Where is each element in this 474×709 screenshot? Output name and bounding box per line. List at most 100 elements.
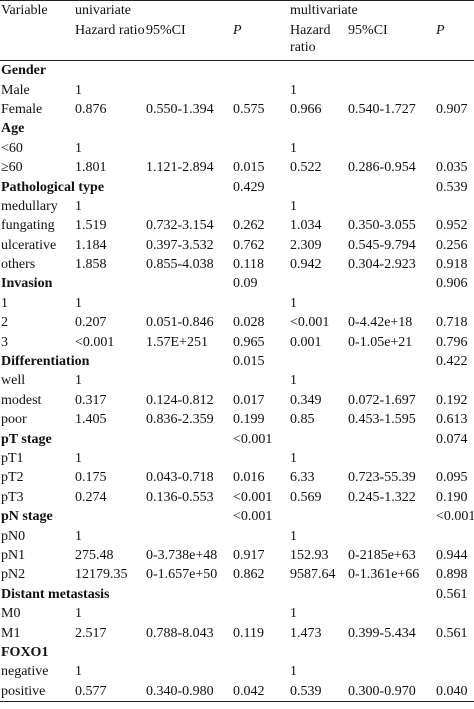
- multivariate-hazard-ratio: 0.349: [290, 392, 322, 408]
- group-header-row: Gender: [0, 61, 474, 81]
- multivariate-ci: [347, 352, 435, 371]
- multivariate-hazard-ratio: 1.034: [290, 218, 322, 234]
- univariate-hazard-ratio: [74, 274, 145, 293]
- multivariate-p: 0.095: [436, 470, 468, 486]
- multivariate-hazard-ratio: 1: [290, 295, 298, 311]
- univariate-ci: [145, 119, 232, 138]
- multivariate-ci: [347, 449, 435, 468]
- multivariate-p: 0.192: [436, 392, 468, 408]
- multivariate-ci: 0-2185e+63: [348, 547, 416, 563]
- univariate-ci: [145, 294, 232, 313]
- univariate-p: 0.199: [233, 412, 265, 428]
- univariate-ci: 0-3.738e+48: [146, 547, 218, 563]
- multivariate-hazard-ratio: 2.309: [290, 237, 322, 253]
- multivariate-hazard-ratio: [289, 352, 347, 371]
- header-row-1: Variable univariate multivariate: [0, 0, 474, 21]
- multivariate-ci: [347, 294, 435, 313]
- univariate-hazard-ratio: 1: [75, 606, 82, 622]
- row-label: FOXO1: [1, 644, 49, 660]
- row-label: pT2: [1, 470, 24, 486]
- multivariate-hazard-ratio: 0.966: [290, 101, 322, 117]
- table-row: pT3 0.274 0.136-0.553 <0.001 0.569 0.245-1.32…: [0, 488, 474, 507]
- multivariate-hazard-ratio: [289, 274, 347, 293]
- multivariate-ci: [347, 119, 435, 138]
- row-label: M0: [1, 606, 21, 622]
- table-row: positive 0.577 0.340-0.980 0.042 0.539 0.300-…: [0, 682, 474, 702]
- univariate-hazard-ratio: 2.517: [75, 625, 107, 641]
- group-header-row: Age: [0, 119, 474, 138]
- multivariate-hazard-ratio: 6.33: [290, 470, 315, 486]
- univariate-ci: 0.836-2.359: [146, 412, 214, 428]
- row-label: negative: [1, 664, 49, 680]
- row-label: Gender: [1, 63, 47, 79]
- univariate-p: 0.015: [233, 160, 265, 176]
- univariate-p: [232, 80, 289, 99]
- multivariate-hazard-ratio: [289, 61, 347, 81]
- row-label: 3: [1, 334, 8, 350]
- multivariate-p: 0.561: [436, 625, 468, 641]
- univariate-p: 0.09: [233, 276, 258, 292]
- table-row: medullary 1 1: [0, 197, 474, 216]
- univariate-ci: [145, 371, 232, 390]
- univariate-ci: [145, 80, 232, 99]
- univariate-ci: [145, 585, 232, 604]
- row-label: Female: [1, 101, 43, 117]
- univariate-p: 0.015: [233, 354, 265, 370]
- row-label: pT3: [1, 489, 24, 505]
- table-row: well 1 1: [0, 371, 474, 390]
- univariate-p: [232, 61, 289, 81]
- row-label: Age: [1, 121, 25, 137]
- univariate-hazard-ratio: 1: [75, 664, 82, 680]
- univariate-hazard-ratio: 1.801: [75, 160, 107, 176]
- univariate-ci: 0.136-0.553: [146, 489, 214, 505]
- multivariate-hazard-ratio: [289, 643, 347, 662]
- multivariate-ci: [347, 585, 435, 604]
- univariate-p: 0.118: [233, 257, 264, 273]
- multivariate-ci: [347, 274, 435, 293]
- univariate-p: 0.017: [233, 392, 265, 408]
- multivariate-ci: 0.350-3.055: [348, 218, 416, 234]
- univariate-ci: [145, 662, 232, 681]
- multivariate-p: 0.539: [436, 179, 468, 195]
- table-row: M1 2.517 0.788-8.043 0.119 1.473 0.399-5.434 0…: [0, 623, 474, 642]
- multivariate-p: 0.561: [436, 586, 468, 602]
- multivariate-p: 0.190: [436, 489, 468, 505]
- row-label: Distant metastasis: [1, 586, 110, 602]
- multivariate-hazard-ratio: 0.539: [290, 683, 322, 699]
- multivariate-hazard-ratio: 0.942: [290, 257, 322, 273]
- multivariate-p: [435, 61, 474, 81]
- row-label: ≥60: [1, 160, 23, 176]
- univariate-hazard-ratio: 1: [75, 198, 82, 214]
- multivariate-ci: 0.245-1.322: [348, 489, 416, 505]
- univariate-ci: [145, 449, 232, 468]
- univariate-p: [232, 449, 289, 468]
- multivariate-p: 0.718: [436, 315, 468, 331]
- multivariate-ci: [347, 662, 435, 681]
- univariate-hazard-ratio: 0.317: [75, 392, 107, 408]
- multivariate-p: 0.040: [436, 683, 468, 699]
- row-label: pN stage: [1, 509, 53, 525]
- table-row: 1 1 1: [0, 294, 474, 313]
- univariate-ci: [145, 177, 232, 196]
- univariate-ci: 0.043-0.718: [146, 470, 214, 486]
- multivariate-hazard-ratio: 1: [290, 140, 298, 156]
- multivariate-hazard-ratio: 152.93: [290, 547, 329, 563]
- multivariate-p: [435, 604, 474, 623]
- header-m-p: P: [436, 23, 445, 38]
- univariate-p: <0.001: [233, 431, 273, 447]
- multivariate-hazard-ratio: 0.522: [290, 160, 322, 176]
- row-label: pT stage: [1, 431, 52, 447]
- row-label: well: [1, 373, 26, 389]
- table-row: pN0 1 1: [0, 526, 474, 545]
- row-label: pN1: [1, 547, 26, 563]
- multivariate-p: [435, 139, 474, 158]
- multivariate-ci: 0.540-1.727: [348, 101, 416, 117]
- multivariate-hazard-ratio: <0.001: [290, 315, 330, 331]
- univariate-p: [232, 526, 289, 545]
- table-row: Male 1 1: [0, 80, 474, 99]
- univariate-p: 0.042: [233, 683, 265, 699]
- univariate-hazard-ratio: 1.858: [75, 257, 107, 273]
- multivariate-hazard-ratio: 0.85: [290, 412, 315, 428]
- multivariate-hazard-ratio: 9587.64: [290, 567, 336, 583]
